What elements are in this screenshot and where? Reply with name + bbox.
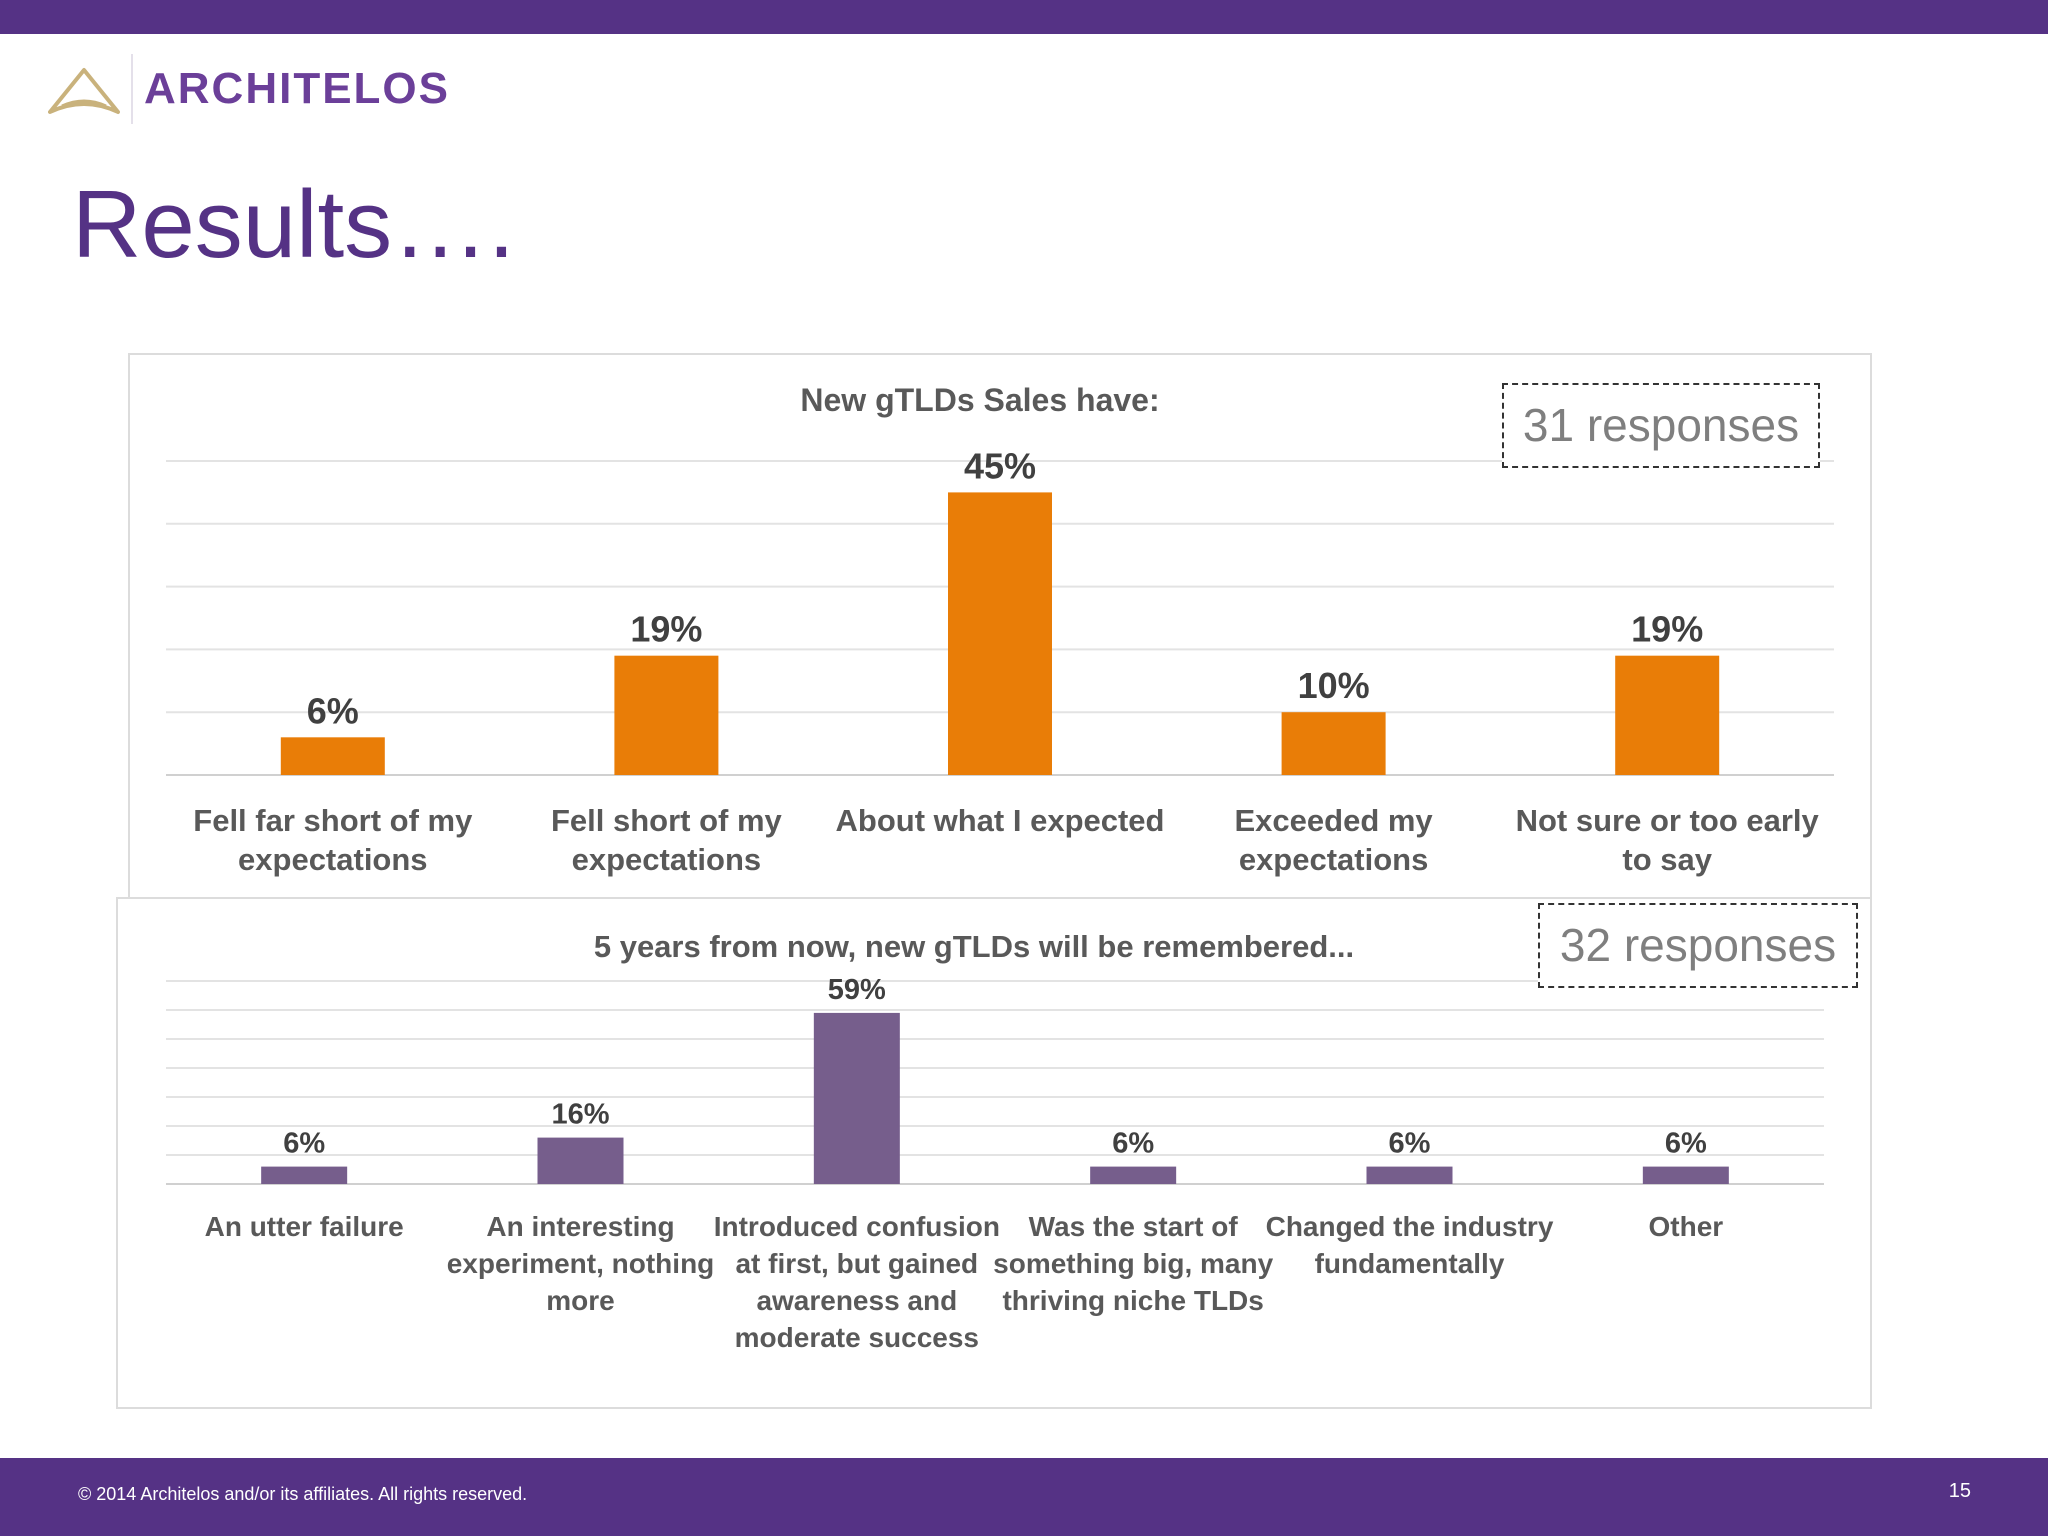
bar [280,737,385,775]
responses-box-sales: 31 responses [1502,383,1820,468]
bar [1090,1166,1177,1184]
data-label: 10% [1298,665,1370,706]
category-label: Was the start of something big, many thriv… [993,1211,1273,1316]
bar [537,1137,624,1184]
logo: ARCHITELOS [48,54,468,124]
category-label: Other [1648,1211,1723,1242]
copyright-text: © 2014 Architelos and/or its affiliates.… [78,1484,528,1504]
page-number: 15 [1948,1480,1971,1502]
bar [813,1012,900,1184]
bar [1615,655,1720,775]
data-label: 6% [1389,1128,1431,1160]
category-label: Fell short of my expectations [551,803,783,877]
bar [261,1166,348,1184]
data-label: 6% [1665,1128,1707,1160]
data-label: 19% [630,609,702,650]
data-label: 6% [1112,1128,1154,1160]
category-label: Introduced confusion at first, but gained… [714,1211,1000,1353]
data-label: 16% [551,1099,609,1131]
logo-wordmark: ARCHITELOS [144,64,450,113]
data-label: 59% [828,974,886,1006]
category-label: Not sure or too early to say [1516,803,1820,877]
chart-title: New gTLDs Sales have: [800,382,1159,418]
bar [614,655,719,775]
responses-box-remembered: 32 responses [1538,903,1858,988]
category-label: An interesting experiment, nothing more [447,1211,715,1316]
chart-title: 5 years from now, new gTLDs will be reme… [594,929,1354,964]
data-label: 6% [283,1128,325,1160]
chart-sales: New gTLDs Sales have: 6% Fell far short of… [166,382,1834,877]
bar [1642,1166,1729,1184]
data-label: 19% [1631,609,1703,650]
bar [948,492,1052,775]
top-bar [0,0,2048,34]
category-label: Changed the industry fundamentally [1266,1211,1554,1279]
bar [1366,1166,1453,1184]
logo-divider [131,54,133,124]
data-label: 45% [964,445,1036,486]
data-label: 6% [307,690,359,731]
category-label: About what I expected [836,803,1165,838]
architelos-logo-icon [48,68,120,114]
chart-remembered: 5 years from now, new gTLDs will be reme… [166,929,1824,1353]
category-label: An utter failure [205,1211,404,1242]
category-label: Exceeded my expectations [1235,803,1434,877]
category-label: Fell far short of my expectations [193,803,473,877]
footer-bar: © 2014 Architelos and/or its affiliates.… [0,1458,2048,1536]
bar [1281,712,1386,775]
page-title: Results…. [72,171,515,278]
